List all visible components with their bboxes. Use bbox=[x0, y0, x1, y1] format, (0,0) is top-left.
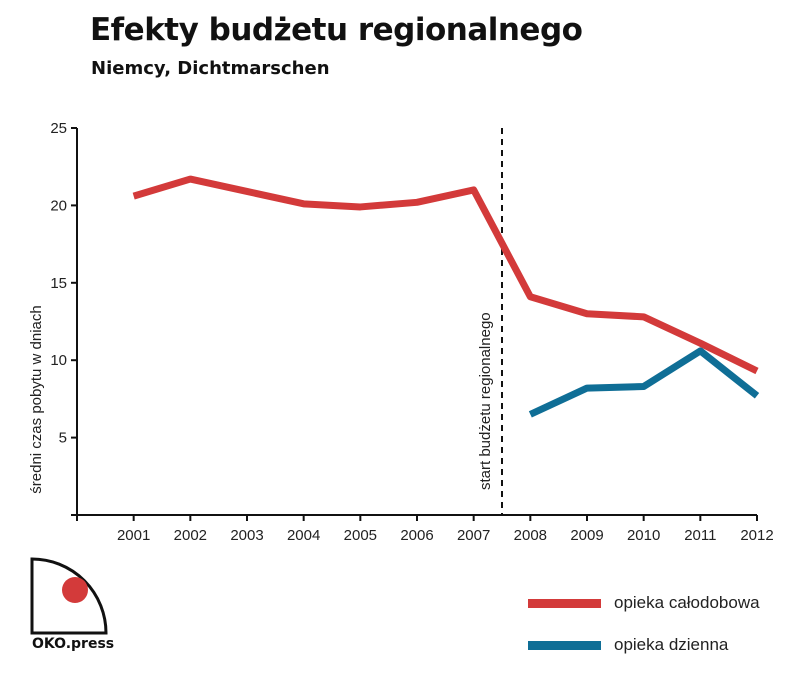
x-tick-label: 2007 bbox=[457, 527, 490, 544]
oko-press-logo bbox=[30, 557, 108, 635]
x-tick-label: 2001 bbox=[117, 527, 150, 544]
logo-quarter-circle bbox=[30, 557, 108, 635]
annotation-label: start budżetu regionalnego bbox=[477, 312, 494, 490]
legend: opieka całodobowa opieka dzienna bbox=[528, 590, 790, 674]
x-tick-label: 2002 bbox=[174, 527, 207, 544]
x-tick-label: 2003 bbox=[230, 527, 263, 544]
x-tick-label: 2012 bbox=[740, 527, 773, 544]
y-tick-label: 20 bbox=[50, 197, 67, 214]
series-line-day-care bbox=[528, 347, 760, 418]
series-line-full-care bbox=[132, 175, 759, 375]
x-axis: 2001 2002 2003 2004 2005 2006 2007 2008 2009 2010… bbox=[71, 514, 774, 544]
legend-swatch-day-care bbox=[528, 640, 601, 650]
x-tick-label: 2011 bbox=[684, 527, 716, 544]
series-lines bbox=[132, 175, 760, 418]
legend-swatch-full-care bbox=[528, 598, 601, 608]
legend-label-full-care: opieka całodobowa bbox=[614, 593, 760, 612]
legend-item-full-care: opieka całodobowa bbox=[528, 590, 790, 616]
x-tick-label: 2005 bbox=[344, 527, 377, 544]
legend-item-day-care: opieka dzienna bbox=[528, 632, 790, 658]
annotation: start budżetu regionalnego bbox=[477, 128, 503, 515]
y-axis: 5 10 15 20 25 średni czas pobytu w dniach bbox=[28, 120, 78, 515]
y-tick-label: 5 bbox=[59, 430, 67, 447]
chart-subtitle: Niemcy, Dichtmarschen bbox=[91, 58, 330, 79]
chart-title: Efekty budżetu regionalnego bbox=[90, 12, 583, 48]
logo-dot bbox=[62, 577, 88, 603]
x-tick-label: 2008 bbox=[514, 527, 547, 544]
y-tick-label: 10 bbox=[50, 352, 67, 369]
x-tick-label: 2009 bbox=[570, 527, 603, 544]
x-tick-label: 2004 bbox=[287, 527, 320, 544]
y-tick-label: 15 bbox=[50, 275, 67, 292]
x-tick-label: 2006 bbox=[400, 527, 433, 544]
x-tick-label: 2010 bbox=[627, 527, 660, 544]
y-axis-title: średni czas pobytu w dniach bbox=[28, 305, 45, 493]
y-tick-label: 25 bbox=[50, 120, 67, 137]
legend-label-day-care: opieka dzienna bbox=[614, 635, 729, 654]
logo-text: OKO.press bbox=[32, 636, 115, 652]
